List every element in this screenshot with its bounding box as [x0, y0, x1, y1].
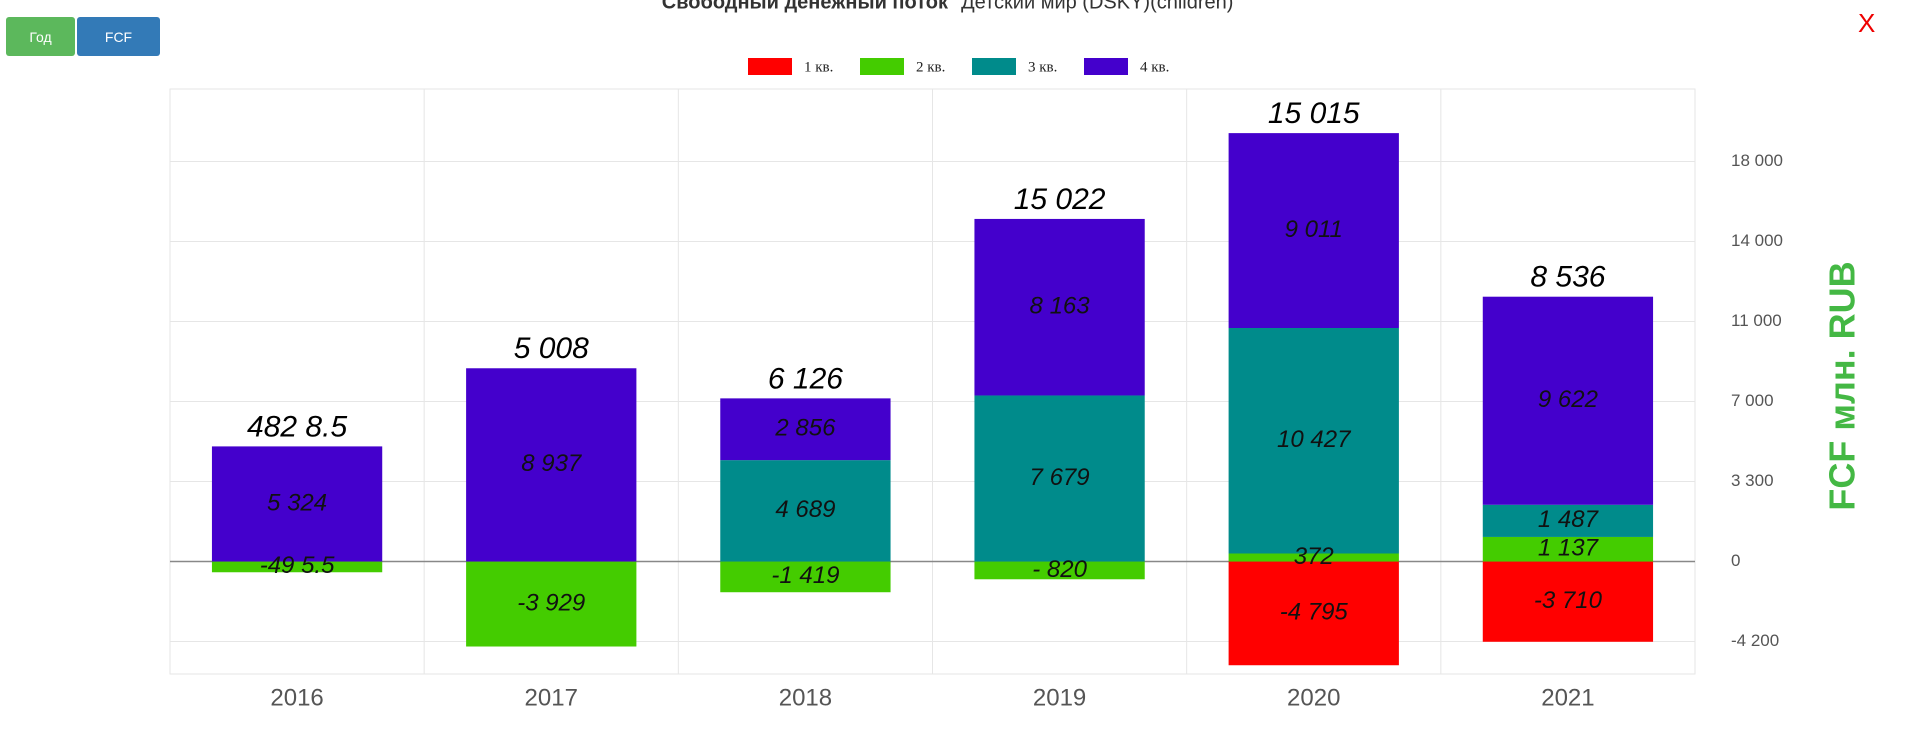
data-label: 10 427	[1277, 426, 1352, 453]
data-label: 1 487	[1538, 506, 1600, 533]
data-label: -3 710	[1534, 587, 1603, 614]
legend-label: 4 кв.	[1140, 59, 1169, 75]
total-label: 15 022	[1014, 183, 1106, 216]
total-label: 8 536	[1530, 261, 1605, 294]
plot-border	[169, 88, 1696, 675]
total-label: 5 008	[514, 332, 589, 365]
data-label: 5 324	[267, 489, 327, 516]
data-label: 9 622	[1538, 386, 1598, 413]
x-tick-label: 2019	[1033, 684, 1086, 711]
total-label: 482 8.5	[247, 410, 347, 443]
bar-segment	[466, 368, 637, 562]
bar-segment	[1228, 561, 1399, 666]
close-button[interactable]: X	[1858, 8, 1876, 38]
data-label: 8 163	[1030, 293, 1091, 320]
bar-segment	[1482, 504, 1654, 537]
bar-segment	[211, 561, 383, 573]
bar-segment	[1482, 536, 1654, 562]
bar-segment	[1228, 553, 1399, 562]
bar-segment	[974, 395, 1145, 562]
bar-segment	[466, 561, 637, 647]
x-tick-label: 2016	[270, 684, 323, 711]
y-tick-label: -4 200	[1731, 631, 1779, 650]
y-axis-label: FCF млн. RUB	[1822, 261, 1863, 510]
data-label: 9 011	[1285, 216, 1343, 243]
bar-segment	[1228, 327, 1399, 554]
y-tick-label: 18 000	[1731, 151, 1783, 170]
legend-label: 1 кв.	[804, 59, 833, 75]
fcff-button[interactable]: FCF	[77, 17, 160, 56]
legend-swatch	[748, 58, 792, 75]
x-tick-label: 2017	[525, 684, 578, 711]
legend-swatch	[860, 58, 904, 75]
bar-segment	[1482, 296, 1654, 505]
legend-label: 3 кв.	[1028, 59, 1057, 75]
data-label: 372	[1294, 543, 1334, 570]
y-tick-label: 14 000	[1731, 231, 1783, 250]
data-label: -4 795	[1280, 599, 1349, 626]
data-label: 7 679	[1030, 464, 1090, 491]
bar-segment	[720, 398, 891, 461]
y-tick-label: 0	[1731, 551, 1740, 570]
data-label: -49 5.5	[260, 552, 335, 579]
chart-subtitle: "Детский мир (DSKY)(children)"	[954, 0, 1241, 13]
legend-swatch	[1084, 58, 1128, 75]
data-label: 4 689	[775, 496, 835, 523]
y-tick-label: 3 300	[1731, 471, 1774, 490]
x-tick-label: 2020	[1287, 684, 1340, 711]
data-label: - 820	[1032, 556, 1087, 583]
bar-segment	[1482, 561, 1654, 642]
legend-swatch	[972, 58, 1016, 75]
bar-segment	[974, 561, 1145, 580]
year-button[interactable]: Год	[6, 17, 75, 56]
data-label: 2 856	[774, 415, 836, 442]
x-tick-label: 2018	[779, 684, 832, 711]
data-label: 1 137	[1538, 535, 1600, 562]
bar-segment	[211, 446, 383, 562]
data-label: -1 419	[771, 562, 839, 589]
bar-segment	[1228, 133, 1399, 328]
y-tick-label: 11 000	[1731, 311, 1782, 330]
data-label: -3 929	[517, 589, 585, 616]
bar-segment	[720, 460, 891, 562]
legend-label: 2 кв.	[916, 59, 945, 75]
total-label: 6 126	[768, 362, 843, 395]
total-label: 15 015	[1268, 97, 1360, 130]
chart-title: Свободный денежный поток	[662, 0, 949, 13]
bar-segment	[720, 561, 891, 593]
bar-segment	[974, 218, 1145, 396]
data-label: 8 937	[521, 450, 583, 477]
y-tick-label: 7 000	[1731, 391, 1774, 410]
x-tick-label: 2021	[1541, 684, 1594, 711]
